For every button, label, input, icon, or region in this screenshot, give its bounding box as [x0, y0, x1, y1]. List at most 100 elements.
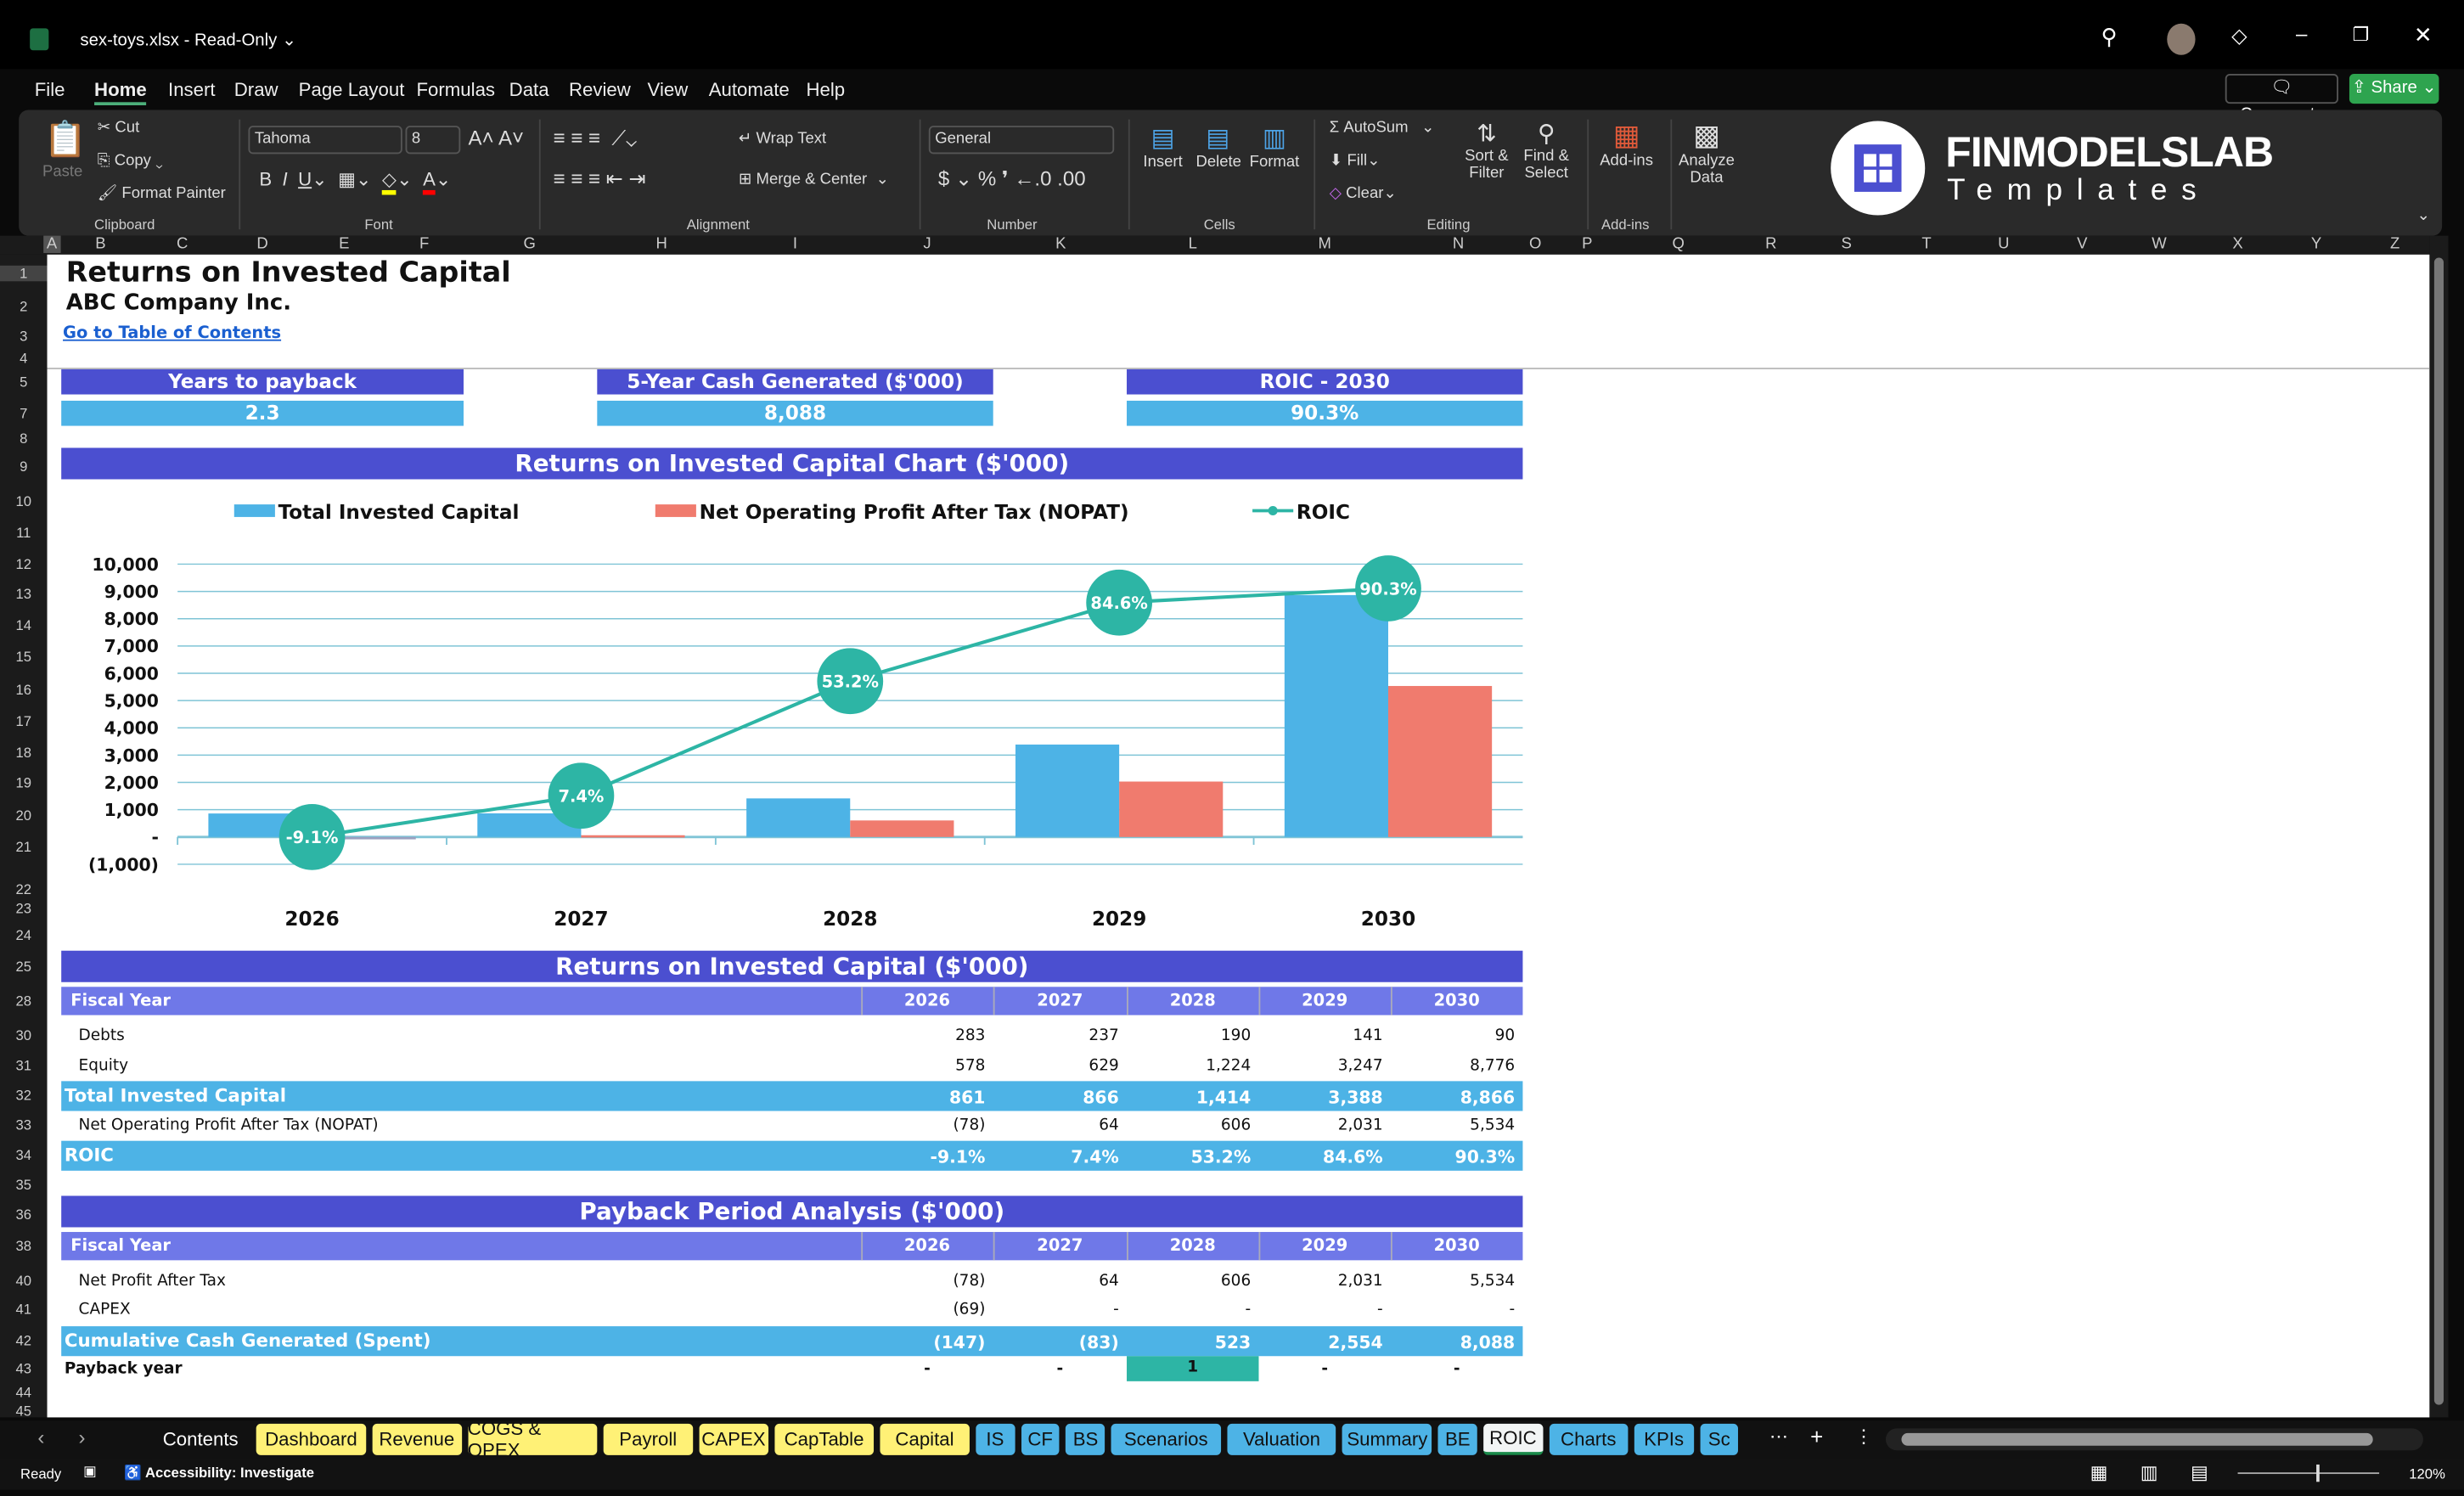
- sheet-tab-be[interactable]: BE: [1437, 1423, 1477, 1455]
- sheet-tab-charts[interactable]: Charts: [1549, 1423, 1629, 1455]
- align-buttons[interactable]: ≡ ≡ ≡ ⟋⌄: [553, 126, 638, 149]
- column-header[interactable]: I: [792, 235, 798, 253]
- column-header[interactable]: H: [655, 235, 667, 253]
- accessibility-status[interactable]: ♿ Accessibility: Investigate: [124, 1464, 315, 1481]
- sheet-tab-summary[interactable]: Summary: [1342, 1423, 1432, 1455]
- sheet-tab-contents[interactable]: Contents: [162, 1428, 239, 1451]
- page-break-view-button[interactable]: ▤: [2191, 1461, 2209, 1484]
- column-header[interactable]: E: [339, 235, 350, 253]
- column-header[interactable]: R: [1765, 235, 1777, 253]
- sheet-tab-revenue[interactable]: Revenue: [372, 1423, 462, 1455]
- row-header[interactable]: 41: [15, 1301, 32, 1317]
- collapse-ribbon-icon[interactable]: ⌄: [2416, 207, 2431, 225]
- row-header[interactable]: 15: [15, 649, 32, 665]
- row-header[interactable]: 7: [20, 405, 28, 422]
- row-header[interactable]: 36: [15, 1206, 32, 1223]
- toc-link[interactable]: Go to Table of Contents: [63, 323, 282, 343]
- number-format-select[interactable]: General: [928, 126, 1115, 155]
- page-layout-view-button[interactable]: ▥: [2140, 1461, 2158, 1484]
- merge-center-button[interactable]: ⊞ Merge & Center ⌄: [738, 171, 890, 189]
- menu-tab-draw[interactable]: Draw: [233, 78, 278, 101]
- column-header[interactable]: O: [1529, 235, 1542, 253]
- row-header[interactable]: 30: [15, 1027, 32, 1043]
- sheet-tab-sc[interactable]: Sc: [1699, 1423, 1739, 1455]
- horizontal-scrollbar[interactable]: [1885, 1428, 2423, 1451]
- row-header[interactable]: 24: [15, 926, 32, 943]
- macro-icon[interactable]: ▣: [83, 1463, 97, 1479]
- sheet-tab-cogs-opex[interactable]: COGS & OPEX: [467, 1417, 598, 1461]
- row-header[interactable]: 14: [15, 617, 32, 633]
- analyze-data-button[interactable]: ▩ Analyze Data: [1679, 119, 1735, 188]
- row-header[interactable]: 13: [15, 586, 32, 602]
- avatar[interactable]: [2167, 23, 2196, 55]
- format-cells-button[interactable]: ▥ Format: [1249, 126, 1300, 172]
- search-icon[interactable]: ⚲: [2101, 23, 2118, 49]
- row-header[interactable]: 5: [20, 374, 28, 390]
- sheet-tab-scenarios[interactable]: Scenarios: [1111, 1423, 1221, 1455]
- column-header[interactable]: N: [1452, 235, 1465, 253]
- row-header[interactable]: 28: [15, 993, 32, 1010]
- vertical-scrollbar[interactable]: [2429, 235, 2449, 1418]
- column-header[interactable]: V: [2077, 235, 2088, 253]
- row-header[interactable]: 4: [20, 350, 28, 367]
- row-header[interactable]: 23: [15, 900, 32, 917]
- row-header[interactable]: 35: [15, 1177, 32, 1193]
- column-header[interactable]: W: [2152, 235, 2167, 253]
- row-header[interactable]: 17: [15, 713, 32, 729]
- column-header[interactable]: Z: [2389, 235, 2400, 253]
- format-painter-button[interactable]: 🖌 Format Painter: [97, 185, 226, 203]
- paste-button[interactable]: Paste: [42, 163, 83, 181]
- menu-tab-home[interactable]: Home: [94, 79, 147, 106]
- row-header[interactable]: 42: [15, 1332, 32, 1348]
- row-header[interactable]: 3: [20, 328, 28, 345]
- row-header[interactable]: 1: [0, 265, 48, 282]
- next-sheet-button[interactable]: ›: [78, 1425, 86, 1449]
- comments-button[interactable]: 🗨 Comments: [2225, 73, 2338, 124]
- window-title[interactable]: sex-toys.xlsx - Read-Only ⌄: [80, 31, 297, 51]
- row-header[interactable]: 40: [15, 1273, 32, 1289]
- sheet-tab-capital[interactable]: Capital: [880, 1423, 970, 1455]
- row-header[interactable]: 16: [15, 682, 32, 698]
- column-header[interactable]: M: [1318, 235, 1331, 253]
- row-header[interactable]: 12: [15, 556, 32, 572]
- sheet-tab-valuation[interactable]: Valuation: [1227, 1423, 1336, 1455]
- menu-tab-page-layout[interactable]: Page Layout: [298, 78, 405, 101]
- insert-cells-button[interactable]: ▤ Insert: [1143, 126, 1183, 172]
- zoom-slider[interactable]: [2237, 1464, 2380, 1482]
- sheet-tab-cf[interactable]: CF: [1021, 1423, 1060, 1455]
- paste-icon[interactable]: 📋: [43, 119, 87, 159]
- column-header[interactable]: F: [419, 235, 430, 253]
- share-button[interactable]: ⇪ Share ⌄: [2349, 73, 2439, 104]
- column-header[interactable]: S: [1841, 235, 1852, 253]
- row-header[interactable]: 22: [15, 881, 32, 897]
- row-header[interactable]: 31: [15, 1057, 32, 1074]
- wrap-text-button[interactable]: ↵ Wrap Text: [738, 130, 827, 148]
- sheet-tab-captable[interactable]: CapTable: [774, 1423, 875, 1455]
- row-header[interactable]: 11: [16, 525, 31, 541]
- row-header[interactable]: 10: [15, 493, 32, 509]
- sheet-tab-roic[interactable]: ROIC: [1483, 1423, 1543, 1455]
- addins-button[interactable]: ▦ Add-ins: [1600, 119, 1653, 170]
- column-header[interactable]: T: [1921, 235, 1932, 253]
- prev-sheet-button[interactable]: ‹: [37, 1425, 45, 1449]
- number-format-buttons[interactable]: $ ⌄ % ❜ ←.0 .00: [937, 166, 1086, 190]
- row-header[interactable]: 18: [15, 745, 32, 761]
- column-header[interactable]: Q: [1672, 235, 1685, 253]
- row-header[interactable]: 43: [15, 1360, 32, 1377]
- row-header[interactable]: 32: [15, 1087, 32, 1104]
- column-header[interactable]: G: [523, 235, 536, 253]
- close-button[interactable]: ✕: [2413, 21, 2433, 48]
- sheet-tab-bs[interactable]: BS: [1066, 1423, 1105, 1455]
- align-buttons-2[interactable]: ≡ ≡ ≡ ⇤ ⇥: [553, 166, 646, 190]
- row-header[interactable]: 9: [20, 458, 28, 475]
- sheet-tab-capex[interactable]: CAPEX: [699, 1423, 768, 1455]
- font-size-buttons[interactable]: A˄ A˅: [468, 126, 525, 149]
- sheet-tab-is[interactable]: IS: [975, 1423, 1015, 1455]
- normal-view-button[interactable]: ▦: [2090, 1461, 2108, 1484]
- menu-tab-data[interactable]: Data: [509, 78, 549, 101]
- clear-button[interactable]: ◇ Clear⌄: [1329, 185, 1397, 203]
- sort-filter-button[interactable]: ⇅ Sort & Filter: [1465, 121, 1509, 183]
- column-header[interactable]: P: [1582, 235, 1593, 253]
- column-header[interactable]: Y: [2310, 235, 2322, 253]
- minimize-button[interactable]: –: [2296, 21, 2308, 46]
